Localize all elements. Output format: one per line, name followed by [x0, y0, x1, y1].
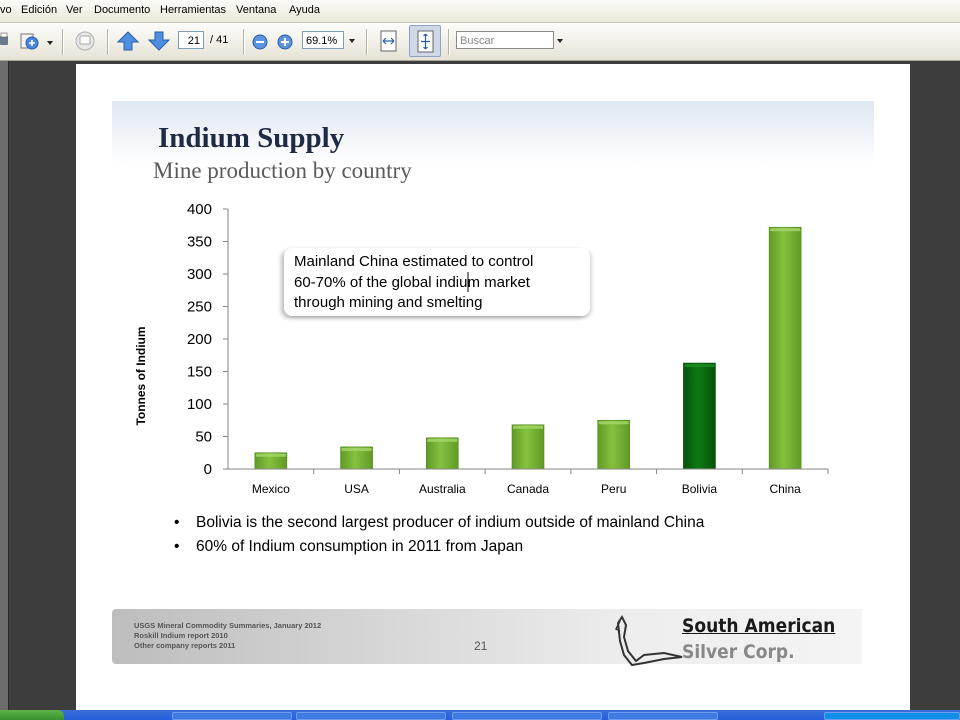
slide-page-number: 21	[474, 639, 488, 653]
taskbar-button[interactable]	[172, 712, 292, 720]
separator	[366, 29, 368, 55]
start-button[interactable]	[0, 710, 64, 720]
y-tick-label: 50	[195, 429, 212, 446]
x-tick-label: Mexico	[252, 482, 290, 496]
x-tick-label: Bolivia	[682, 482, 718, 496]
bar-highlight	[598, 421, 629, 425]
y-tick-label: 150	[187, 364, 212, 381]
callout-line: Mainland China estimated to control	[294, 253, 534, 270]
taskbar-button[interactable]	[452, 712, 602, 720]
bullet-item: • Bolivia is the second largest producer …	[172, 512, 704, 536]
text-cursor	[467, 272, 469, 292]
bar-highlight	[427, 438, 458, 442]
bar-highlight	[770, 228, 801, 232]
fit-width-icon[interactable]	[378, 29, 400, 53]
print-icon[interactable]	[0, 31, 9, 51]
bar-australia	[425, 437, 459, 470]
slide-subtitle: Mine production by country	[153, 158, 412, 183]
source-line: USGS Mineral Commodity Summaries, Januar…	[134, 621, 322, 630]
menu-documento[interactable]: Documento	[94, 4, 151, 16]
y-tick-label: 300	[187, 266, 212, 283]
logo-text-line1: South American	[682, 615, 836, 637]
zoom-out-icon[interactable]	[252, 34, 268, 50]
x-tick-label: Peru	[601, 482, 626, 496]
y-tick-label: 350	[187, 234, 212, 251]
bar-canada	[511, 424, 545, 470]
bar-china	[768, 226, 802, 470]
taskbar	[0, 710, 960, 720]
bar-highlight	[513, 425, 543, 429]
slide-title: Indium Supply	[158, 122, 345, 154]
x-tick-label: Canada	[507, 482, 549, 496]
navigation-pane-edge[interactable]	[0, 61, 9, 720]
y-axis-title: Tonnes of Indium	[134, 326, 148, 425]
separator	[107, 29, 109, 55]
y-tick-label: 100	[187, 396, 212, 413]
page-up-icon[interactable]	[117, 31, 139, 51]
system-tray[interactable]	[824, 712, 960, 720]
comment-icon[interactable]	[72, 29, 98, 53]
menu-archivo[interactable]: vo	[0, 4, 12, 16]
attach-dropdown-icon[interactable]	[47, 41, 53, 45]
logo-text-line2: Silver Corp.	[682, 641, 795, 663]
bars	[254, 226, 802, 470]
y-tick-label: 400	[187, 201, 212, 218]
menu-ayuda[interactable]: Ayuda	[289, 4, 320, 16]
menu-bar: vo Edición Ver Documento Herramientas Ve…	[0, 0, 960, 23]
separator	[448, 29, 450, 55]
page-total-label: / 41	[210, 34, 229, 46]
bar-highlight	[255, 453, 286, 457]
zoom-input[interactable]: 69.1%	[302, 31, 344, 49]
x-tick-label: USA	[344, 482, 369, 496]
y-tick-label: 0	[204, 461, 212, 478]
bullet-dot: •	[174, 514, 180, 531]
bullet-text: Bolivia is the second largest producer o…	[196, 514, 705, 531]
taskbar-button[interactable]	[296, 712, 446, 720]
llama-logo-icon	[614, 615, 683, 667]
title-band	[112, 101, 874, 165]
callout-line: through mining and smelting	[294, 294, 483, 311]
page-down-icon[interactable]	[148, 31, 170, 51]
bullet-text: 60% of Indium consumption in 2011 from J…	[196, 538, 524, 555]
taskbar-button[interactable]	[608, 712, 718, 720]
zoom-dropdown-icon[interactable]	[349, 39, 355, 43]
menu-ventana[interactable]: Ventana	[236, 4, 277, 16]
fit-page-icon	[417, 30, 434, 53]
search-input[interactable]: Buscar	[456, 31, 554, 49]
y-axis: 0 50 100 150 200 250 300 350 400	[187, 201, 229, 478]
bar-bolivia	[683, 362, 716, 470]
y-tick-label: 200	[187, 331, 212, 348]
toolbar: 21 / 41 69.1% Buscar	[0, 23, 960, 61]
separator	[62, 29, 64, 55]
zoom-in-icon[interactable]	[277, 34, 293, 50]
bar-peru	[597, 419, 631, 470]
source-line: Roskill Indium report 2010	[134, 631, 228, 640]
callout-line: 60-70% of the global indium market	[294, 273, 530, 291]
search-dropdown-icon[interactable]	[557, 39, 563, 43]
fit-page-button[interactable]	[409, 25, 441, 57]
separator	[243, 29, 245, 55]
callout-box: Mainland China estimated to control 60-7…	[284, 248, 590, 316]
bullet-list: • Bolivia is the second largest producer …	[172, 512, 704, 560]
bullet-dot: •	[174, 538, 180, 555]
x-tick-label: China	[769, 482, 801, 496]
x-axis: Mexico USA Australia Canada Peru Bolivia China	[228, 468, 829, 496]
menu-ver[interactable]: Ver	[66, 4, 83, 16]
footer-band	[112, 609, 862, 664]
menu-edicion[interactable]: Edición	[21, 4, 58, 16]
bar-highlight	[341, 447, 372, 451]
document-page: Indium Supply Mine production by country…	[76, 64, 910, 710]
bar-highlight	[684, 364, 715, 368]
bullet-item: • 60% of Indium consumption in 2011 from …	[172, 536, 704, 560]
page-number-input[interactable]: 21	[178, 31, 204, 49]
x-tick-label: Australia	[419, 482, 466, 496]
source-line: Other company reports 2011	[134, 641, 236, 650]
attach-icon[interactable]	[18, 29, 42, 53]
indium-production-chart: 0 50 100 150 200 250 300 350 400 Mexico USA Austra…	[134, 201, 829, 496]
y-tick-label: 250	[187, 299, 212, 316]
menu-herramientas[interactable]: Herramientas	[160, 4, 227, 16]
